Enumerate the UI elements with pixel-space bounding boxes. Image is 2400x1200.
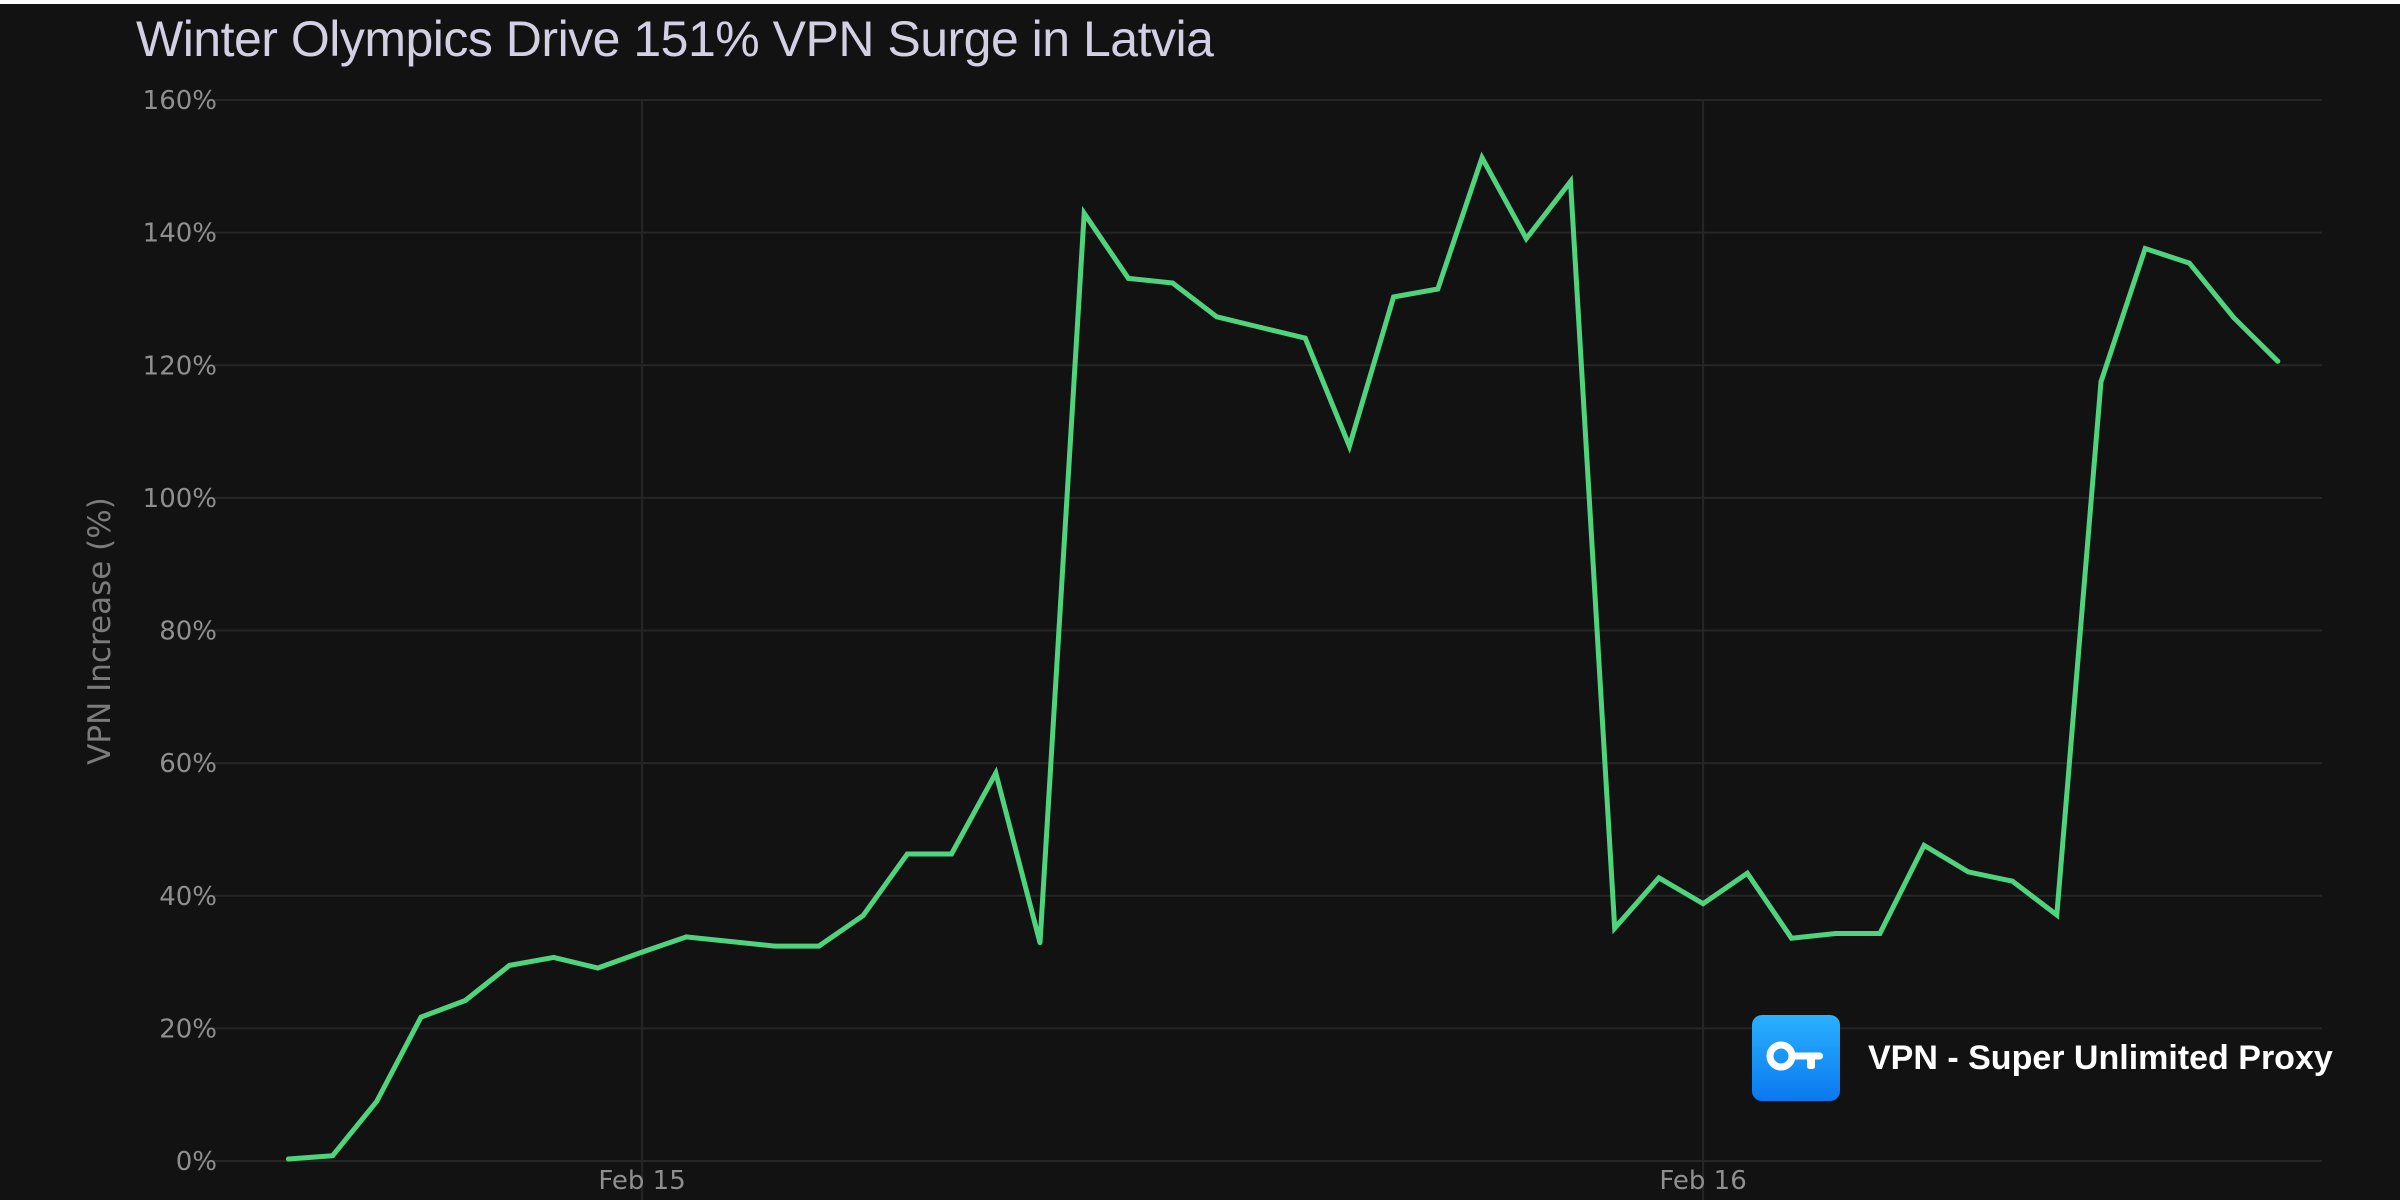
key-icon bbox=[1766, 1036, 1826, 1081]
data-point bbox=[1125, 275, 1131, 281]
data-point bbox=[2275, 358, 2281, 364]
data-point bbox=[1877, 931, 1883, 936]
data-point bbox=[595, 965, 601, 971]
y-tick-label: 60% bbox=[159, 749, 217, 779]
data-point bbox=[374, 1098, 380, 1104]
data-point bbox=[1700, 901, 1706, 907]
y-tick-label: 20% bbox=[159, 1014, 217, 1044]
brand-watermark: VPN - Super Unlimited Proxy bbox=[1752, 1015, 2333, 1101]
data-point bbox=[1523, 236, 1529, 241]
data-point bbox=[1612, 925, 1618, 931]
data-point bbox=[860, 913, 866, 919]
data-point bbox=[1391, 294, 1397, 300]
data-point bbox=[330, 1153, 336, 1159]
data-point bbox=[904, 851, 910, 857]
data-point bbox=[551, 955, 557, 960]
data-point bbox=[2231, 315, 2236, 320]
data-point bbox=[418, 1014, 424, 1020]
y-tick-label: 140% bbox=[143, 219, 217, 249]
data-point bbox=[286, 1156, 291, 1162]
data-point bbox=[1921, 842, 1927, 848]
data-point bbox=[1479, 155, 1485, 161]
data-point bbox=[949, 851, 954, 857]
data-point bbox=[1302, 335, 1308, 341]
data-point bbox=[1656, 875, 1662, 881]
data-point bbox=[507, 962, 512, 968]
data-point bbox=[1568, 179, 1573, 184]
data-point bbox=[2054, 912, 2060, 918]
series-line bbox=[285, 151, 2281, 1162]
data-point bbox=[816, 943, 822, 949]
data-point bbox=[728, 939, 733, 944]
data-point bbox=[1081, 210, 1087, 216]
line-chart: 0%20%40%60%80%100%120%140%160% Feb 15 Feb… bbox=[82, 86, 2322, 1200]
chart-frame: Winter Olympics Drive 151% VPN Surge in … bbox=[0, 4, 2400, 1200]
y-tick-label: 160% bbox=[143, 86, 217, 116]
x-axis-ticks: Feb 15 Feb 16 bbox=[598, 1166, 1746, 1196]
data-point bbox=[683, 934, 689, 940]
data-point bbox=[1435, 286, 1441, 292]
x-tick-label: Feb 15 bbox=[598, 1166, 685, 1196]
data-point bbox=[1744, 870, 1750, 876]
data-point bbox=[1258, 325, 1264, 330]
y-tick-label: 80% bbox=[159, 617, 217, 647]
series-line-layer bbox=[285, 151, 2281, 1162]
data-point bbox=[639, 949, 645, 955]
brand-logo bbox=[1752, 1015, 1840, 1101]
data-point bbox=[462, 998, 468, 1003]
brand-name: VPN - Super Unlimited Proxy bbox=[1868, 1038, 2333, 1077]
gridlines bbox=[200, 99, 2322, 1200]
data-point bbox=[2186, 260, 2192, 266]
data-point bbox=[1037, 940, 1043, 946]
data-point bbox=[1789, 935, 1794, 941]
data-point bbox=[1347, 443, 1352, 449]
data-point bbox=[1833, 931, 1839, 936]
y-tick-label: 40% bbox=[159, 882, 217, 912]
data-point bbox=[2010, 878, 2015, 884]
data-point bbox=[2098, 379, 2104, 385]
data-point bbox=[1170, 280, 1175, 286]
y-axis-title: VPN Increase (%) bbox=[82, 497, 118, 765]
x-tick-label: Feb 16 bbox=[1659, 1166, 1746, 1196]
y-tick-label: 100% bbox=[143, 484, 217, 514]
y-axis-ticks: 0% 20% 40% 60% 80% 100% 120% 140% 160% bbox=[143, 86, 217, 1177]
data-point bbox=[993, 770, 999, 776]
y-tick-label: 120% bbox=[143, 351, 217, 381]
data-point bbox=[772, 943, 778, 949]
data-point bbox=[1965, 869, 1971, 875]
y-tick-label: 0% bbox=[176, 1147, 217, 1177]
data-point bbox=[2142, 246, 2148, 251]
chart-title: Winter Olympics Drive 151% VPN Surge in … bbox=[136, 11, 1214, 67]
data-point bbox=[1214, 314, 1220, 320]
